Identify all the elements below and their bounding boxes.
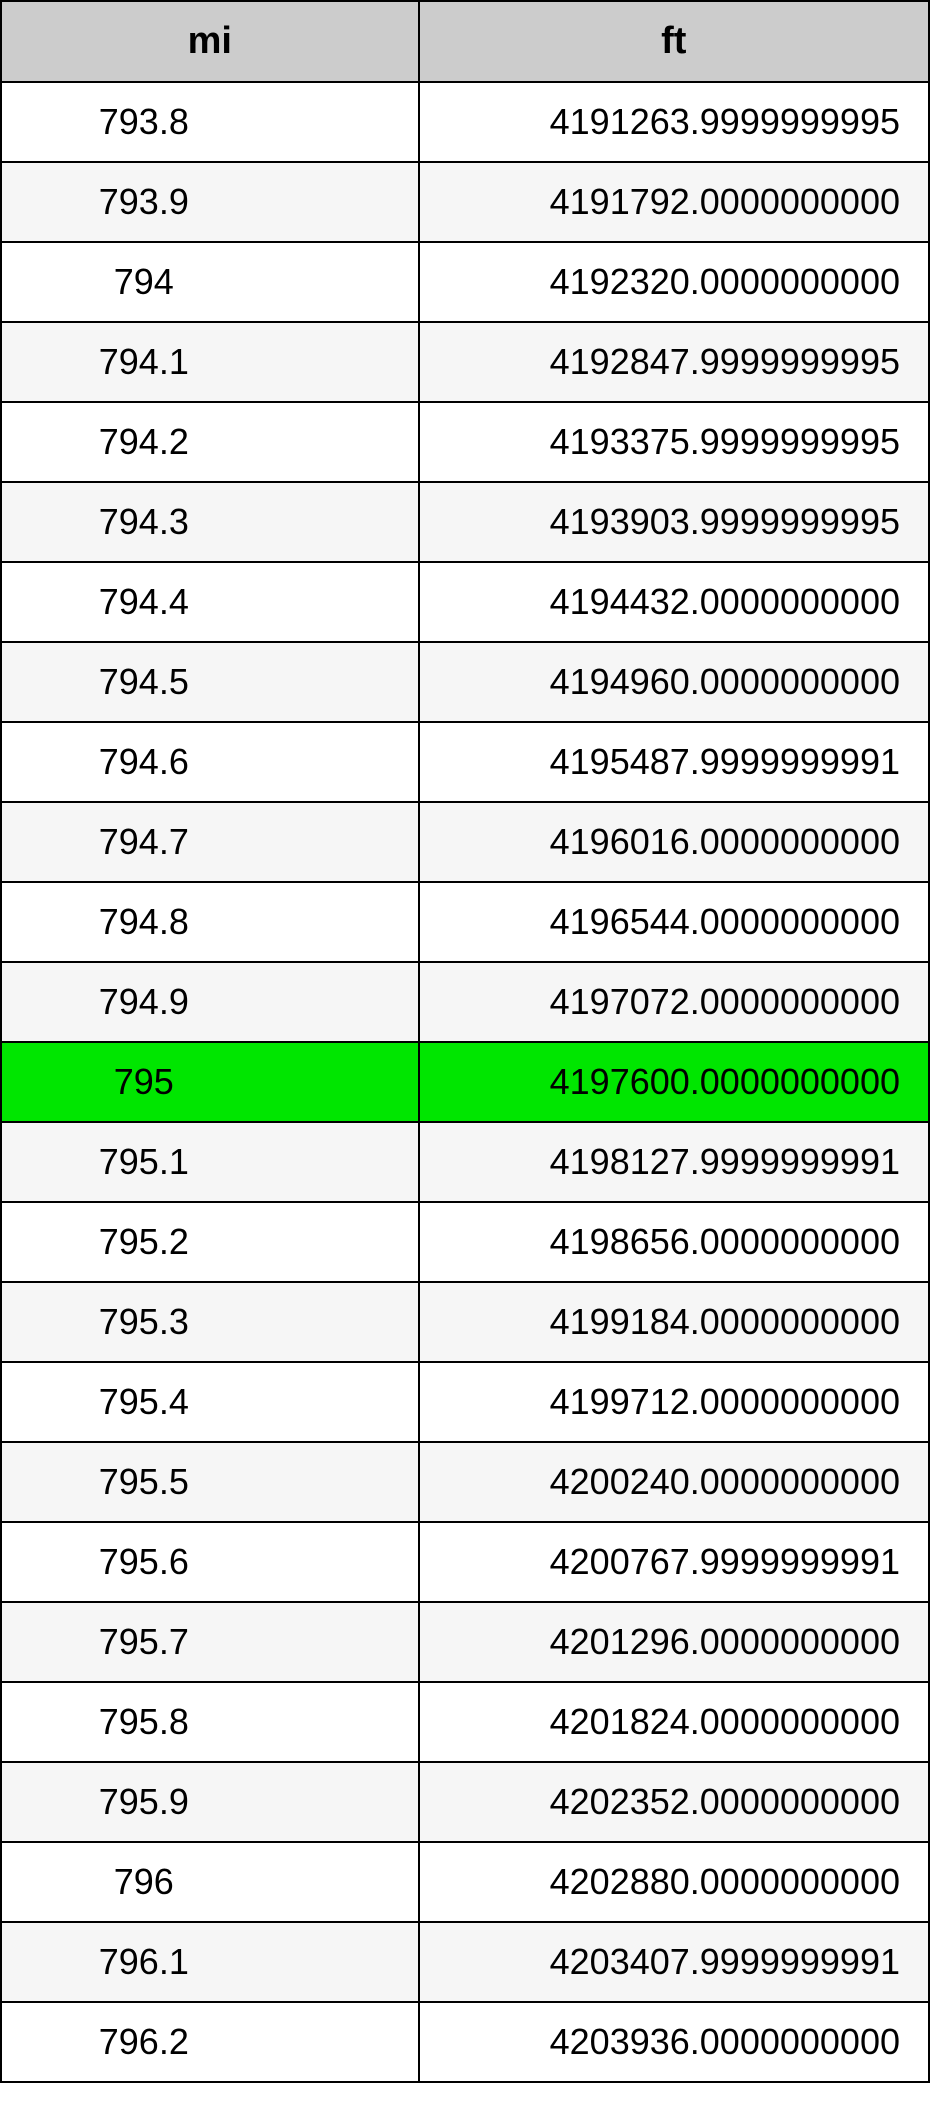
mi-value: 795.1 — [1, 1122, 419, 1202]
table-row: 7944192320.0000000000 — [1, 242, 929, 322]
table-row: 7964202880.0000000000 — [1, 1842, 929, 1922]
mi-value: 796 — [1, 1842, 419, 1922]
mi-value: 794.5 — [1, 642, 419, 722]
mi-value: 795.3 — [1, 1282, 419, 1362]
table-row: 794.14192847.9999999995 — [1, 322, 929, 402]
ft-value: 4200767.9999999991 — [419, 1522, 929, 1602]
table-row: 793.94191792.0000000000 — [1, 162, 929, 242]
ft-value: 4198127.9999999991 — [419, 1122, 929, 1202]
ft-value: 4195487.9999999991 — [419, 722, 929, 802]
ft-value: 4194432.0000000000 — [419, 562, 929, 642]
mi-value: 796.1 — [1, 1922, 419, 2002]
table-row: 794.24193375.9999999995 — [1, 402, 929, 482]
mi-value: 794.4 — [1, 562, 419, 642]
ft-value: 4192320.0000000000 — [419, 242, 929, 322]
mi-value: 794.2 — [1, 402, 419, 482]
ft-value: 4196544.0000000000 — [419, 882, 929, 962]
ft-value: 4200240.0000000000 — [419, 1442, 929, 1522]
table-row: 795.24198656.0000000000 — [1, 1202, 929, 1282]
ft-value: 4191263.9999999995 — [419, 82, 929, 162]
table-row: 794.74196016.0000000000 — [1, 802, 929, 882]
mi-value: 794.7 — [1, 802, 419, 882]
ft-value: 4203407.9999999991 — [419, 1922, 929, 2002]
conversion-table: mi ft 793.84191263.9999999995793.9419179… — [0, 0, 930, 2083]
mi-value: 795.2 — [1, 1202, 419, 1282]
ft-value: 4194960.0000000000 — [419, 642, 929, 722]
column-header-mi: mi — [1, 1, 419, 82]
mi-value: 795 — [1, 1042, 419, 1122]
ft-value: 4199712.0000000000 — [419, 1362, 929, 1442]
mi-value: 795.7 — [1, 1602, 419, 1682]
table-row: 794.64195487.9999999991 — [1, 722, 929, 802]
table-body: 793.84191263.9999999995793.94191792.0000… — [1, 82, 929, 2082]
table-row: 794.34193903.9999999995 — [1, 482, 929, 562]
table-row: 794.44194432.0000000000 — [1, 562, 929, 642]
column-header-ft: ft — [419, 1, 929, 82]
mi-value: 794.6 — [1, 722, 419, 802]
mi-value: 795.9 — [1, 1762, 419, 1842]
table-row: 7954197600.0000000000 — [1, 1042, 929, 1122]
mi-value: 794 — [1, 242, 419, 322]
ft-value: 4193903.9999999995 — [419, 482, 929, 562]
mi-value: 795.4 — [1, 1362, 419, 1442]
mi-value: 795.8 — [1, 1682, 419, 1762]
table-row: 793.84191263.9999999995 — [1, 82, 929, 162]
ft-value: 4196016.0000000000 — [419, 802, 929, 882]
table-row: 795.44199712.0000000000 — [1, 1362, 929, 1442]
mi-value: 795.5 — [1, 1442, 419, 1522]
table-row: 795.64200767.9999999991 — [1, 1522, 929, 1602]
ft-value: 4203936.0000000000 — [419, 2002, 929, 2082]
table-row: 795.14198127.9999999991 — [1, 1122, 929, 1202]
ft-value: 4197600.0000000000 — [419, 1042, 929, 1122]
mi-value: 794.3 — [1, 482, 419, 562]
table-row: 794.84196544.0000000000 — [1, 882, 929, 962]
mi-value: 795.6 — [1, 1522, 419, 1602]
ft-value: 4191792.0000000000 — [419, 162, 929, 242]
table-row: 795.84201824.0000000000 — [1, 1682, 929, 1762]
table-row: 796.24203936.0000000000 — [1, 2002, 929, 2082]
ft-value: 4197072.0000000000 — [419, 962, 929, 1042]
mi-value: 793.8 — [1, 82, 419, 162]
table-row: 794.54194960.0000000000 — [1, 642, 929, 722]
ft-value: 4192847.9999999995 — [419, 322, 929, 402]
table-row: 796.14203407.9999999991 — [1, 1922, 929, 2002]
ft-value: 4193375.9999999995 — [419, 402, 929, 482]
ft-value: 4202352.0000000000 — [419, 1762, 929, 1842]
table-header-row: mi ft — [1, 1, 929, 82]
mi-value: 796.2 — [1, 2002, 419, 2082]
ft-value: 4199184.0000000000 — [419, 1282, 929, 1362]
ft-value: 4201824.0000000000 — [419, 1682, 929, 1762]
mi-value: 794.8 — [1, 882, 419, 962]
ft-value: 4198656.0000000000 — [419, 1202, 929, 1282]
mi-value: 793.9 — [1, 162, 419, 242]
mi-value: 794.1 — [1, 322, 419, 402]
ft-value: 4201296.0000000000 — [419, 1602, 929, 1682]
table-row: 795.34199184.0000000000 — [1, 1282, 929, 1362]
mi-value: 794.9 — [1, 962, 419, 1042]
table-row: 795.54200240.0000000000 — [1, 1442, 929, 1522]
table-row: 794.94197072.0000000000 — [1, 962, 929, 1042]
table-row: 795.74201296.0000000000 — [1, 1602, 929, 1682]
table-row: 795.94202352.0000000000 — [1, 1762, 929, 1842]
ft-value: 4202880.0000000000 — [419, 1842, 929, 1922]
